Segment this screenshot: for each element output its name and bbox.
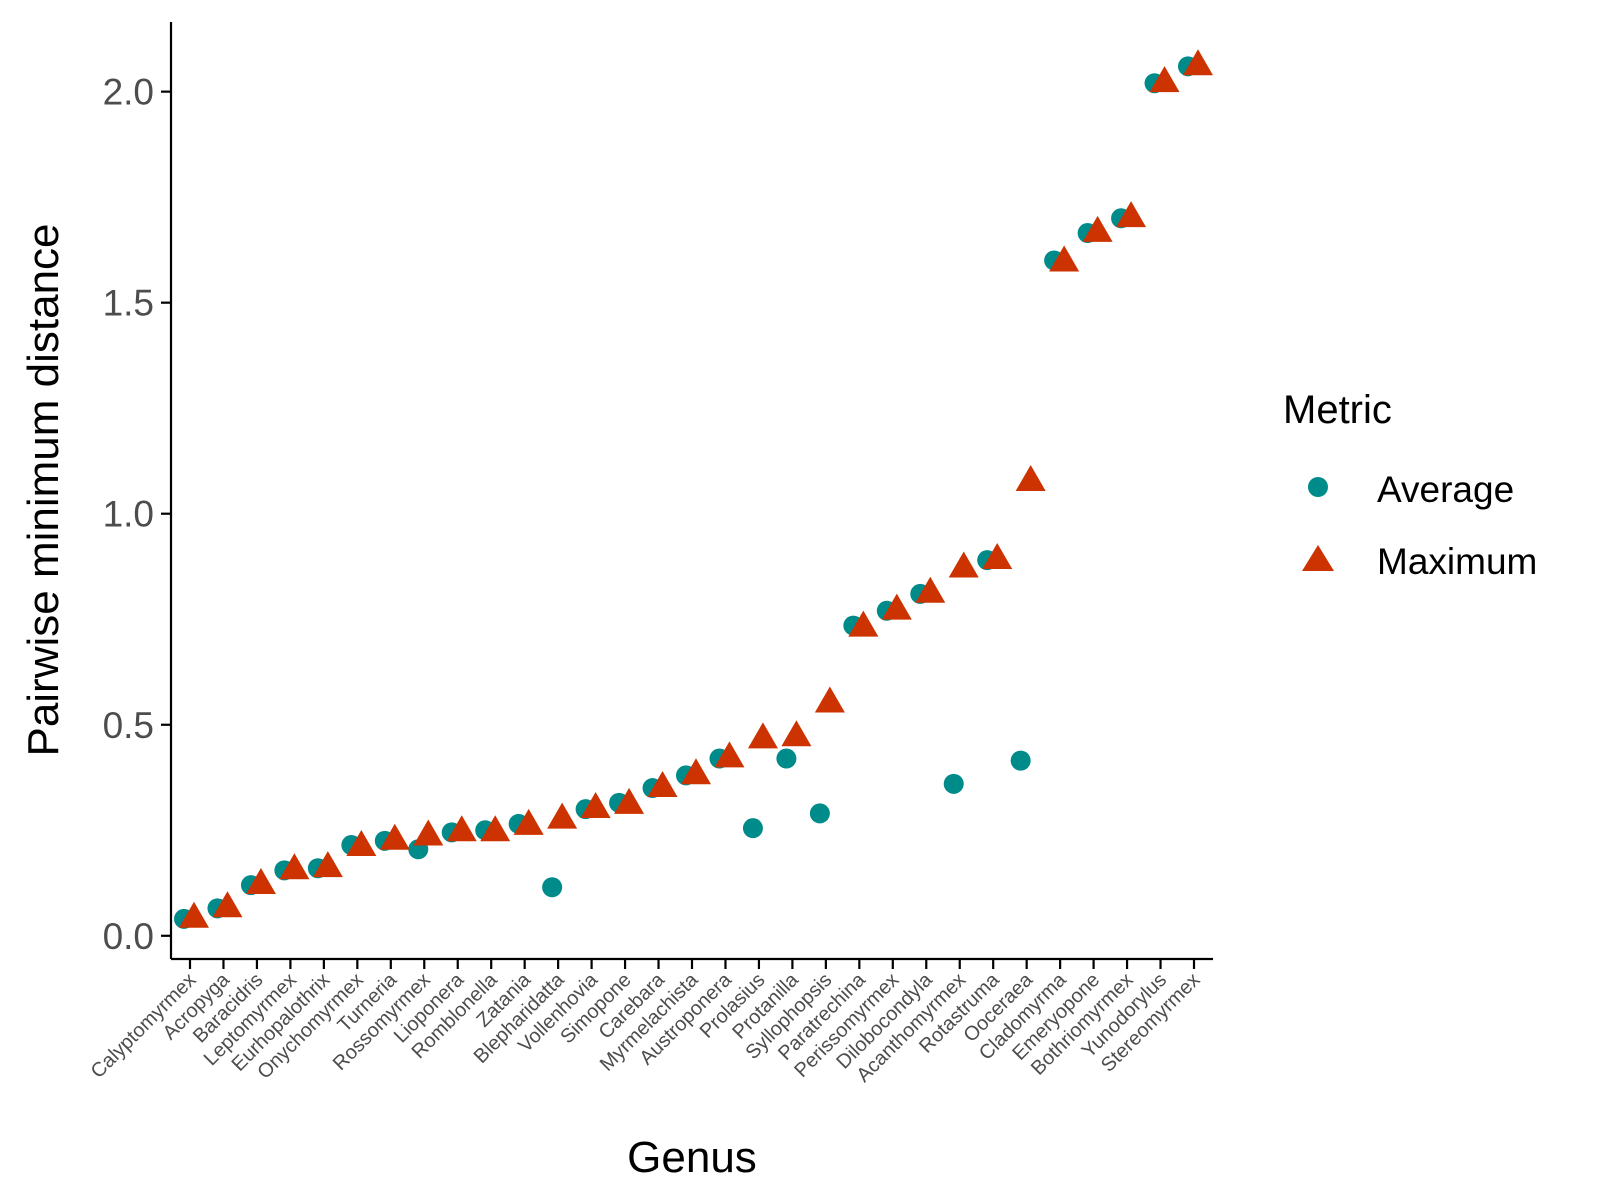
data-marks xyxy=(174,49,1213,929)
maximum-point xyxy=(1183,49,1213,76)
maximum-point xyxy=(848,610,879,637)
y-axis-ticks: 0.0 0.5 1.0 1.5 2.0 xyxy=(103,72,171,957)
maximum-point xyxy=(179,901,209,928)
maximum-point xyxy=(948,551,979,578)
legend: Metric Average Maximum xyxy=(1283,388,1537,582)
legend-label-average: Average xyxy=(1377,469,1514,510)
y-tick-label: 0.5 xyxy=(103,705,154,746)
maximum-point xyxy=(747,722,778,749)
legend-key-maximum xyxy=(1302,545,1334,571)
average-point xyxy=(742,818,763,839)
x-axis-title: Genus xyxy=(627,1133,757,1182)
y-tick-label: 0.0 xyxy=(103,916,154,957)
maximum-point xyxy=(1116,201,1147,228)
maximum-point xyxy=(446,815,477,842)
y-tick-label: 1.5 xyxy=(103,283,154,324)
maximum-point xyxy=(714,741,745,768)
maximum-point xyxy=(279,853,310,880)
maximum-point xyxy=(245,868,276,895)
maximum-point xyxy=(480,815,511,842)
legend-label-maximum: Maximum xyxy=(1377,541,1537,582)
maximum-point xyxy=(1015,464,1046,491)
maximum-point xyxy=(681,758,711,785)
maximum-point xyxy=(379,823,410,850)
maximum-point xyxy=(346,830,377,857)
maximum-point xyxy=(614,787,645,814)
maximum-point xyxy=(580,792,611,819)
average-point xyxy=(776,748,797,769)
maximum-point xyxy=(647,770,678,797)
legend-key-average xyxy=(1308,477,1328,497)
average-point xyxy=(542,877,563,898)
maximum-point xyxy=(312,851,343,878)
maximum-point xyxy=(1082,215,1113,242)
x-axis-ticks: CalyptomyrmexAcropygaBaracidrisLeptomyrm… xyxy=(87,959,1205,1087)
average-point xyxy=(1010,750,1031,771)
maximum-point xyxy=(513,808,544,835)
maximum-point xyxy=(915,576,946,603)
maximum-point xyxy=(212,891,243,918)
maximum-point xyxy=(1149,66,1180,93)
maximum-point xyxy=(814,686,845,713)
average-point xyxy=(943,773,964,794)
legend-title: Metric xyxy=(1283,388,1392,432)
maximum-point xyxy=(881,593,912,620)
maximum-point xyxy=(547,802,578,829)
y-axis-title: Pairwise minimum distance xyxy=(19,223,68,756)
maximum-point xyxy=(1049,245,1080,272)
average-point xyxy=(809,803,830,824)
y-tick-label: 2.0 xyxy=(103,72,154,113)
maximum-point xyxy=(781,720,812,747)
maximum-point xyxy=(413,819,444,846)
maximum-point xyxy=(982,543,1013,570)
y-tick-label: 1.0 xyxy=(103,494,154,535)
